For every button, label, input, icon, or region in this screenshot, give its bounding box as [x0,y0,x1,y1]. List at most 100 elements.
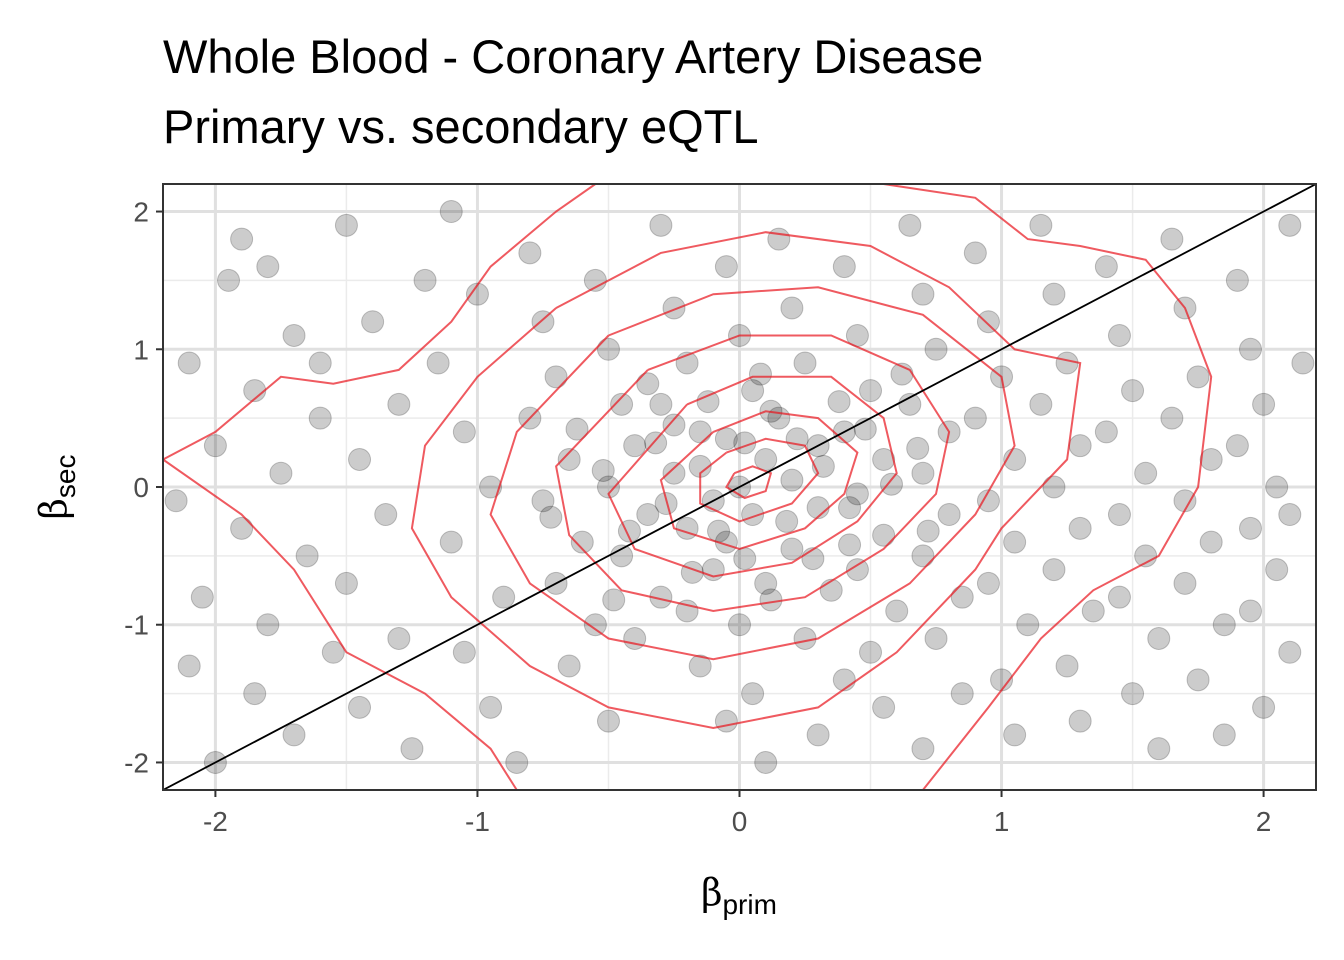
scatter-point [759,588,783,612]
scatter-point [596,475,620,499]
scatter-point [1199,447,1223,471]
scatter-point [479,695,503,719]
y-tick-label: -2 [124,747,149,778]
scatter-point [361,310,385,334]
scatter-point [963,241,987,265]
x-axis-subscript: prim [722,889,776,920]
scatter-point [308,351,332,375]
scatter-point [1252,392,1276,416]
contour-line [489,286,1016,661]
scatter-point [243,682,267,706]
contour-line [725,465,773,500]
scatter-point [334,213,358,237]
scatter-point [714,709,738,733]
scatter-point [937,503,961,527]
scatter-point [898,213,922,237]
scatter-point [1147,737,1171,761]
scatter-point [439,200,463,224]
scatter-point [439,530,463,554]
scatter-point [838,496,862,520]
scatter-point [623,434,647,458]
scatter-point [963,406,987,430]
scatter-point [177,351,201,375]
scatter-point [1107,585,1131,609]
scatter-point [911,737,935,761]
scatter-point [819,578,843,602]
scatter-point [754,571,778,595]
scatter-point [1121,379,1145,403]
scatter-point [649,392,673,416]
scatter-point [426,351,450,375]
scatter-point [879,472,903,496]
x-axis-symbol: β [701,871,722,914]
scatter-point [230,227,254,251]
scatter-point [636,503,660,527]
contour-line [699,437,820,523]
scatter-point [806,723,830,747]
scatter-point [1068,516,1092,540]
scatter-point [793,627,817,650]
scatter-point [452,420,476,444]
scatter-point [256,255,280,279]
scatter-point [1042,558,1066,582]
scatter-point [801,547,825,571]
contour-line [410,231,1082,730]
scatter-point [570,530,594,554]
scatter-point [348,695,372,719]
scatter-point [1094,255,1118,279]
scatter-point [688,654,712,678]
scatter-point [531,489,555,513]
scatter-point [1238,337,1262,361]
scatter-point [1107,503,1131,527]
scatter-point [1225,434,1249,458]
scatter-point [539,505,563,529]
scatter-point [1016,613,1040,637]
scatter-point [872,695,896,719]
scatter-point [1265,558,1289,582]
scatter-point [911,461,935,485]
scatter-point [662,461,686,485]
scatter-point [733,547,757,571]
scatter-point [610,544,634,568]
plot-area [163,184,1316,790]
scatter-point [906,436,930,460]
scatter-point [741,682,765,706]
scatter-point [557,654,581,678]
scatter-point [911,282,935,306]
scatter-point [1160,227,1184,251]
scatter-point [1003,723,1027,747]
scatter-point [1278,503,1302,527]
scatter-point [898,392,922,416]
scatter-point [780,468,804,492]
scatter-point [452,640,476,664]
scatter-point [754,447,778,471]
scatter-point [845,558,869,582]
scatter-point [230,516,254,540]
scatter-point [1042,282,1066,306]
scatter-point [1278,213,1302,237]
scatter-point [591,458,615,482]
scatter-point [1107,324,1131,347]
scatter-point [518,241,542,265]
scatter-point [1212,723,1236,747]
density-contours [163,184,1213,790]
contour-line [163,458,518,790]
scatter-point [654,492,678,516]
y-axis-title: βsec [32,455,81,520]
scatter-point [1186,365,1210,389]
scatter-point [1003,530,1027,554]
scatter-point [596,337,620,361]
scatter-point [1068,709,1092,733]
scatter-point [1068,434,1092,458]
x-tick-label: -1 [465,806,490,837]
y-axis-subscript: sec [50,455,81,499]
scatter-point [164,489,188,513]
chart-title-line-1: Whole Blood - Coronary Artery Disease [163,30,983,83]
scatter-point [282,324,306,347]
scatter-point [885,599,909,623]
scatter-point [1029,213,1053,237]
scatter-point [696,390,720,414]
scatter-point [1238,599,1262,623]
scatter-point [1081,599,1105,623]
scatter-point [465,282,489,306]
